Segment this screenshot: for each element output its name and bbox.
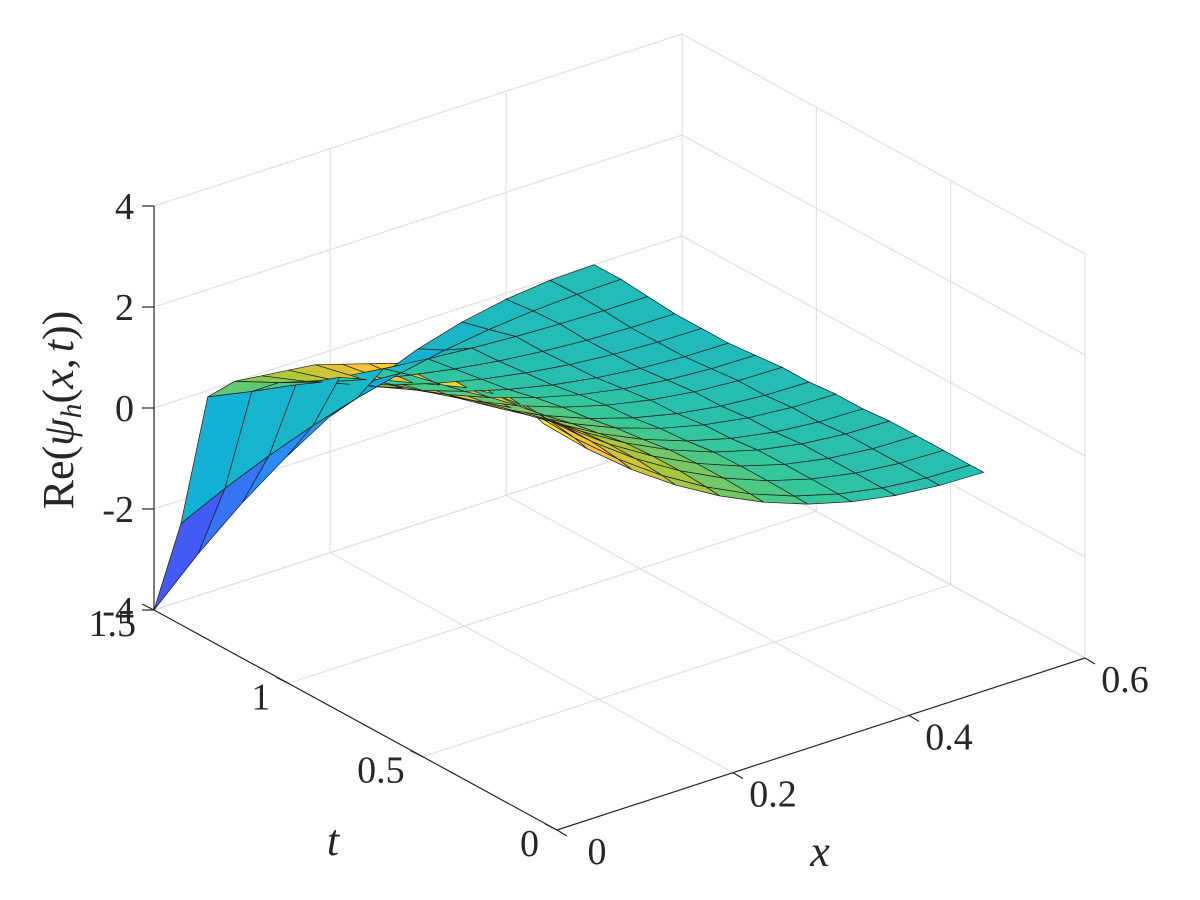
- t-tick-mark: [410, 750, 423, 758]
- floor-grid-line: [329, 552, 734, 774]
- side-grid-line: [681, 134, 1086, 356]
- t-tick-mark: [141, 603, 155, 611]
- side-grid-line: [681, 33, 1086, 255]
- t-tick-label: 1.5: [89, 603, 137, 645]
- z-axis-title: Re(ψh(x,t)): [34, 311, 88, 510]
- floor-grid-line: [505, 494, 910, 716]
- t-tick-mark: [544, 823, 558, 831]
- t-axis-line: [153, 609, 558, 831]
- z-tick-label: 2: [115, 287, 134, 329]
- x-axis-title: x: [809, 827, 830, 876]
- t-axis-title: t: [327, 816, 341, 865]
- x-tick-mark: [1084, 657, 1096, 665]
- back-grid-line: [153, 134, 683, 308]
- back-grid-line: [153, 33, 683, 207]
- t-tick-label: 0.5: [357, 750, 405, 792]
- x-tick-mark: [908, 714, 920, 722]
- surface-face: [153, 488, 226, 611]
- z-tick-label: 0: [115, 388, 134, 430]
- x-tick-label: 0.4: [925, 716, 973, 758]
- x-axis-line: [556, 657, 1086, 831]
- x-tick-mark: [556, 829, 568, 837]
- t-tick-label: 0: [520, 823, 539, 865]
- floor-grid-line: [422, 584, 951, 758]
- t-tick-label: 1: [251, 676, 270, 718]
- x-tick-mark: [732, 772, 744, 780]
- axes: [141, 205, 1096, 837]
- x-tick-label: 0: [588, 831, 607, 873]
- z-tick-label: -2: [102, 489, 134, 531]
- z-tick-label: 4: [115, 186, 134, 228]
- tick-labels: 0 0.2 0.4 0.6 0 0.5 1 1.5-4 -2 0 2 4: [89, 186, 1149, 873]
- z-tick-label: -4: [102, 590, 134, 632]
- t-tick-mark: [276, 676, 289, 684]
- x-tick-label: 0.6: [1101, 659, 1149, 701]
- back-grid-line: [153, 437, 683, 611]
- x-tick-label: 0.2: [749, 774, 797, 816]
- surface-mesh: [153, 264, 985, 611]
- side-grid-line: [681, 235, 1086, 457]
- floor-grid-line: [288, 510, 817, 684]
